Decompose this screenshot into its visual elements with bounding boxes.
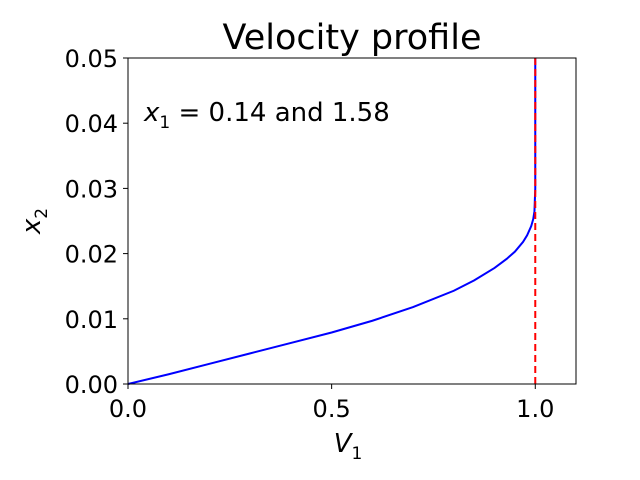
series-layer: [127, 58, 537, 385]
annotation-subscript: 1: [159, 113, 170, 133]
y-axis-label-sub: 2: [32, 208, 52, 219]
annotation-text: = 0.14 and 1.58: [170, 98, 390, 128]
annotation-label: x1 = 0.14 and 1.58: [143, 98, 390, 133]
x-axis-ticks: 0.0 0.5 1.0: [109, 384, 554, 423]
x-tick-label: 0.0: [109, 395, 147, 423]
x-axis-label-var: V: [334, 429, 354, 459]
annotation-variable: x: [143, 98, 160, 128]
y-tick-label: 0.02: [65, 241, 118, 269]
x-axis-label-sub: 1: [351, 444, 362, 464]
y-axis-label-var: x: [17, 218, 47, 235]
y-tick-label: 0.01: [65, 306, 118, 334]
x-axis-label: V1: [334, 429, 363, 464]
plot-area: [127, 57, 577, 385]
chart-title: Velocity profile: [223, 18, 482, 58]
y-tick-label: 0.04: [65, 110, 118, 138]
x-tick-label: 1.0: [516, 395, 554, 423]
x-tick-label: 0.5: [313, 395, 351, 423]
y-axis-ticks: 0.00 0.01 0.02 0.03 0.04 0.05: [65, 45, 128, 399]
y-tick-label: 0.03: [65, 175, 118, 203]
y-tick-label: 0.00: [65, 371, 118, 399]
y-tick-label: 0.05: [65, 45, 118, 73]
series-line-0: [127, 58, 537, 385]
y-axis-label: x2: [17, 208, 52, 235]
axes-frame: [127, 57, 577, 385]
